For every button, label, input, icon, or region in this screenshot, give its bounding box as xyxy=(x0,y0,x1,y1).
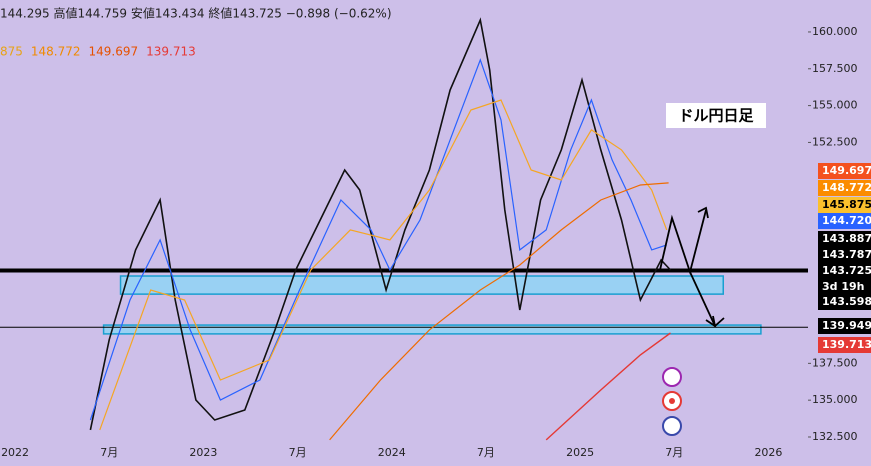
x-tick-label: 7月 xyxy=(665,446,683,459)
y-tick-label: 157.500 xyxy=(812,62,858,75)
price-tag-label: 139.949 xyxy=(822,319,871,332)
price-tag-label: 143.598 xyxy=(822,295,871,308)
price-tag-label: 3d 19h xyxy=(822,280,865,293)
price-tag xyxy=(818,180,871,196)
ma-value: 875 xyxy=(0,45,23,59)
price-tag xyxy=(818,263,871,279)
price-tag xyxy=(818,163,871,179)
ma-value: 139.713 xyxy=(146,45,196,59)
x-tick-label: 2024 xyxy=(378,446,406,459)
series-line xyxy=(99,99,668,431)
price-tag xyxy=(818,337,871,353)
header: 144.295 高値144.759 安値143.434 終値143.725 −0… xyxy=(0,6,392,21)
x-tick-label: 2023 xyxy=(189,446,217,459)
price-tag xyxy=(818,279,871,295)
y-tick-label: 132.500 xyxy=(812,430,858,443)
x-tick-label: 7月 xyxy=(289,446,307,459)
x-tick-label: 2025 xyxy=(566,446,594,459)
annotation-box xyxy=(666,103,766,128)
price-tag-label: 139.713 xyxy=(822,338,871,351)
price-tag xyxy=(818,231,871,247)
price-tag-label: 143.725 xyxy=(822,264,871,277)
x-tick-label: 7月 xyxy=(477,446,495,459)
arrow-head xyxy=(705,315,717,328)
series-line xyxy=(545,332,671,441)
icon[interactable] xyxy=(662,367,682,387)
price-tag-label: 148.772 xyxy=(822,181,871,194)
price-tag-label: 143.787 xyxy=(822,248,871,261)
price-tag-label: 145.875 xyxy=(822,198,871,211)
projection-up xyxy=(659,209,707,276)
price-tag xyxy=(818,213,871,229)
series-line xyxy=(329,182,669,441)
y-tick-label: 160.000 xyxy=(812,25,858,38)
icon[interactable] xyxy=(662,416,682,436)
price-tag xyxy=(818,318,871,334)
price-tag xyxy=(818,294,871,310)
arrow-head xyxy=(697,206,709,219)
y-tick-label: 155.000 xyxy=(812,99,858,112)
icon-dot xyxy=(669,398,675,404)
price-tag-label: 143.887 xyxy=(822,232,871,245)
x-tick-label: 2026 xyxy=(754,446,782,459)
price-tag xyxy=(818,247,871,263)
x-tick-label: 7月 xyxy=(100,446,118,459)
x-tick-label: 2022 xyxy=(1,446,29,459)
zone xyxy=(119,275,724,295)
price-tag-label: 144.720 xyxy=(822,214,871,227)
y-tick-label: 137.500 xyxy=(812,356,858,369)
price-tag xyxy=(818,197,871,213)
price-tag-label: 149.697 xyxy=(822,164,871,177)
series-line xyxy=(89,17,672,431)
ma-value: 148.772 xyxy=(31,45,81,59)
y-tick-label: 152.500 xyxy=(812,135,858,148)
ma-value: 149.697 xyxy=(89,45,139,59)
zone xyxy=(102,324,762,335)
annotation: ドル円日足 xyxy=(678,107,754,125)
y-tick-label: 135.000 xyxy=(812,393,858,406)
